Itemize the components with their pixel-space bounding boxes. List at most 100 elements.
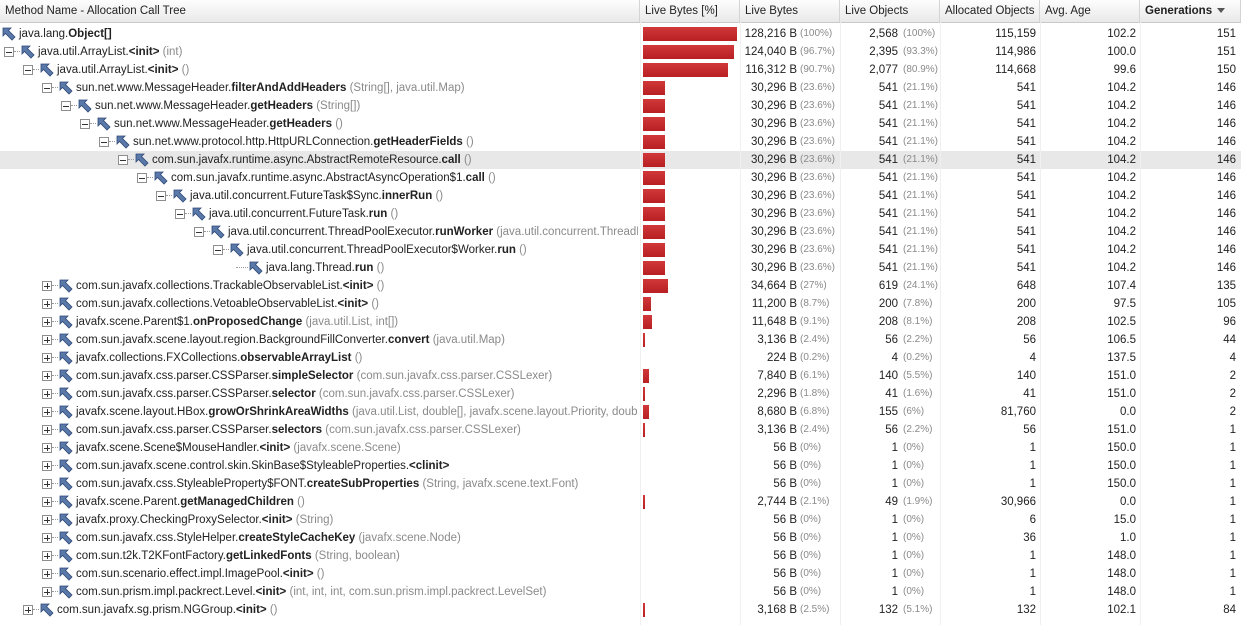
column-header[interactable]: Avg. Age bbox=[1040, 0, 1140, 22]
expander[interactable] bbox=[42, 371, 52, 381]
method-icon bbox=[211, 225, 225, 239]
allocated-objects: 4 bbox=[1029, 352, 1036, 364]
tree-row[interactable]: javafx.scene.Parent$1.onProposedChange (… bbox=[0, 313, 1241, 331]
tree-row[interactable]: com.sun.javafx.sg.prism.NGGroup.<init> (… bbox=[0, 601, 1241, 619]
expander[interactable] bbox=[42, 281, 52, 291]
tree-row[interactable]: com.sun.t2k.T2KFontFactory.getLinkedFont… bbox=[0, 547, 1241, 565]
class-name: java.util.ArrayList. bbox=[57, 64, 148, 76]
tree-row[interactable]: com.sun.javafx.scene.control.skin.SkinBa… bbox=[0, 457, 1241, 475]
live-bytes-bar bbox=[643, 27, 737, 41]
tree-row[interactable]: com.sun.scenario.effect.impl.ImagePool.<… bbox=[0, 565, 1241, 583]
expander[interactable] bbox=[42, 389, 52, 399]
tree-row[interactable]: sun.net.www.protocol.http.HttpURLConnect… bbox=[0, 133, 1241, 151]
expander[interactable] bbox=[42, 83, 52, 93]
expander[interactable] bbox=[42, 569, 52, 579]
expander[interactable] bbox=[80, 119, 90, 129]
method-icon bbox=[59, 585, 73, 599]
method-icon bbox=[59, 531, 73, 545]
expander[interactable] bbox=[23, 65, 33, 75]
live-bytes-pct: (23.6%) bbox=[800, 82, 836, 93]
tree-row[interactable]: javafx.scene.Scene$MouseHandler.<init> (… bbox=[0, 439, 1241, 457]
expander[interactable] bbox=[137, 173, 147, 183]
tree-row[interactable]: java.lang.Thread.run () 30,296 B (23.6%) 54… bbox=[0, 259, 1241, 277]
expander[interactable] bbox=[42, 497, 52, 507]
expander[interactable] bbox=[99, 137, 109, 147]
expander[interactable] bbox=[23, 605, 33, 615]
tree-row[interactable]: com.sun.prism.impl.packrect.Level.<init>… bbox=[0, 583, 1241, 601]
tree-row[interactable]: sun.net.www.MessageHeader.filterAndAddHe… bbox=[0, 79, 1241, 97]
allocated-objects: 541 bbox=[1016, 208, 1036, 220]
tree-row[interactable]: java.util.ArrayList.<init> () 116,312 B (9… bbox=[0, 61, 1241, 79]
expander[interactable] bbox=[42, 587, 52, 597]
avg-age: 100.0 bbox=[1107, 46, 1136, 58]
icon-arrow bbox=[154, 171, 168, 185]
tree-row[interactable]: java.util.concurrent.ThreadPoolExecutor.… bbox=[0, 223, 1241, 241]
tree-line bbox=[52, 393, 58, 394]
allocated-objects: 541 bbox=[1016, 262, 1036, 274]
column-title: Avg. Age bbox=[1045, 5, 1091, 17]
allocated-objects: 1 bbox=[1029, 460, 1036, 472]
tree-row[interactable]: javafx.proxy.CheckingProxySelector.<init… bbox=[0, 511, 1241, 529]
tree-row[interactable]: javafx.collections.FXCollections.observa… bbox=[0, 349, 1241, 367]
tree-row[interactable]: com.sun.javafx.collections.VetoableObser… bbox=[0, 295, 1241, 313]
method-icon bbox=[97, 117, 111, 131]
tree-row[interactable]: com.sun.javafx.runtime.async.AbstractRem… bbox=[0, 151, 1241, 169]
expander[interactable] bbox=[42, 551, 52, 561]
expander[interactable] bbox=[42, 533, 52, 543]
live-bytes: 30,296 B bbox=[750, 136, 797, 148]
tree-row[interactable]: java.util.concurrent.FutureTask.run () 30… bbox=[0, 205, 1241, 223]
method-cell: com.sun.javafx.css.parser.CSSParser.simp… bbox=[0, 367, 638, 385]
expander[interactable] bbox=[42, 515, 52, 525]
expander[interactable] bbox=[42, 425, 52, 435]
method-name: selectors bbox=[271, 424, 323, 436]
tree-row[interactable]: com.sun.javafx.css.StyleableProperty$FON… bbox=[0, 475, 1241, 493]
column-header[interactable]: Generations bbox=[1140, 0, 1241, 22]
column-header[interactable]: Live Bytes bbox=[740, 0, 840, 22]
expander[interactable] bbox=[4, 47, 14, 57]
tree-row[interactable]: com.sun.javafx.css.StyleHelper.createSty… bbox=[0, 529, 1241, 547]
tree-row[interactable]: java.util.concurrent.FutureTask$Sync.inn… bbox=[0, 187, 1241, 205]
tree-line bbox=[52, 591, 58, 592]
live-objects: 4 bbox=[891, 352, 898, 364]
tree-row[interactable]: com.sun.javafx.scene.layout.region.Backg… bbox=[0, 331, 1241, 349]
tree-row[interactable]: com.sun.javafx.css.parser.CSSParser.sele… bbox=[0, 385, 1241, 403]
tree-row[interactable]: javafx.scene.Parent.getManagedChildren (… bbox=[0, 493, 1241, 511]
expander[interactable] bbox=[42, 443, 52, 453]
expander[interactable] bbox=[42, 353, 52, 363]
tree-row[interactable]: com.sun.javafx.css.parser.CSSParser.simp… bbox=[0, 367, 1241, 385]
live-bytes-pct: (0%) bbox=[800, 478, 822, 489]
tree-row[interactable]: java.lang.Object[] 128,216 B (100%) 2,568 (1… bbox=[0, 25, 1241, 43]
method-label: com.sun.javafx.css.StyleableProperty$FON… bbox=[76, 475, 578, 493]
expander[interactable] bbox=[61, 101, 71, 111]
tree-row[interactable]: com.sun.javafx.css.parser.CSSParser.sele… bbox=[0, 421, 1241, 439]
tree-row[interactable]: java.util.ArrayList.<init> (int) 124,040 … bbox=[0, 43, 1241, 61]
expander[interactable] bbox=[42, 335, 52, 345]
column-header[interactable]: Live Bytes [%] bbox=[640, 0, 740, 22]
expander[interactable] bbox=[156, 191, 166, 201]
method-params: (java.util.List, double[], javafx.scene.… bbox=[352, 406, 638, 418]
tree-row[interactable]: com.sun.javafx.collections.TrackableObse… bbox=[0, 277, 1241, 295]
class-name: javafx.scene.Parent$1. bbox=[76, 316, 193, 328]
allocated-objects: 36 bbox=[1023, 532, 1036, 544]
column-header[interactable]: Method Name - Allocation Call Tree bbox=[0, 0, 640, 22]
expander[interactable] bbox=[42, 299, 52, 309]
column-header[interactable]: Allocated Objects bbox=[940, 0, 1040, 22]
live-objects: 541 bbox=[878, 226, 898, 238]
expander[interactable] bbox=[42, 317, 52, 327]
expander[interactable] bbox=[194, 227, 204, 237]
column-header[interactable]: Live Objects bbox=[840, 0, 940, 22]
tree-row[interactable]: javafx.scene.layout.HBox.growOrShrinkAre… bbox=[0, 403, 1241, 421]
method-label: java.util.concurrent.ThreadPoolExecutor$… bbox=[247, 241, 527, 259]
tree-row[interactable]: com.sun.javafx.runtime.async.AbstractAsy… bbox=[0, 169, 1241, 187]
expander[interactable] bbox=[213, 245, 223, 255]
method-label: java.util.concurrent.FutureTask.run () bbox=[209, 205, 398, 223]
expander[interactable] bbox=[42, 479, 52, 489]
tree-row[interactable]: sun.net.www.MessageHeader.getHeaders (St… bbox=[0, 97, 1241, 115]
tree-row[interactable]: sun.net.www.MessageHeader.getHeaders () 3… bbox=[0, 115, 1241, 133]
tree-row[interactable]: java.util.concurrent.ThreadPoolExecutor$… bbox=[0, 241, 1241, 259]
expander[interactable] bbox=[42, 407, 52, 417]
expander[interactable] bbox=[118, 155, 128, 165]
expander[interactable] bbox=[175, 209, 185, 219]
expander[interactable] bbox=[42, 461, 52, 471]
live-bytes-pct: (100%) bbox=[800, 28, 833, 39]
